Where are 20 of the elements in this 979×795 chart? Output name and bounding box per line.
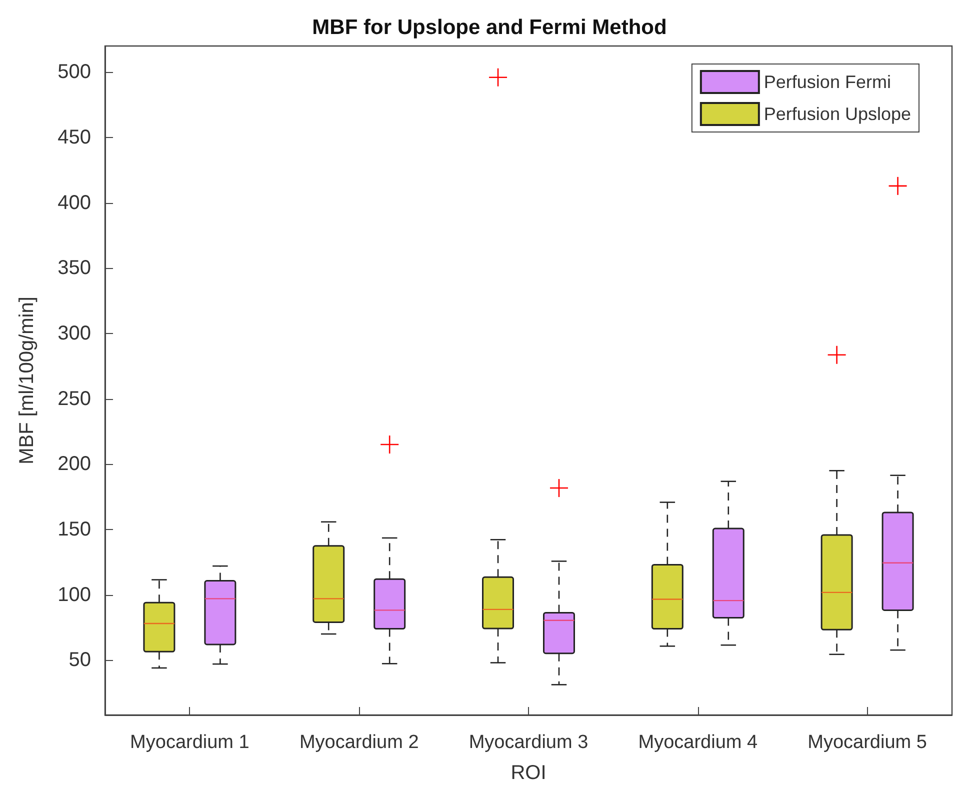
- chart-title: MBF for Upslope and Fermi Method: [312, 16, 667, 39]
- y-tick-label: 150: [58, 518, 91, 540]
- y-tick-label: 200: [58, 453, 91, 476]
- y-tick-label: 500: [58, 61, 91, 84]
- y-tick-label: 50: [68, 649, 91, 672]
- y-tick-label: 300: [58, 322, 91, 344]
- y-tick-label: 100: [58, 584, 91, 606]
- y-tick-label: 250: [58, 388, 91, 410]
- x-axis-title: ROI: [510, 762, 546, 784]
- x-tick-label: Myocardium 5: [808, 732, 927, 753]
- x-tick-label: Myocardium 1: [130, 732, 250, 753]
- legend-label: Perfusion Fermi: [764, 72, 891, 92]
- x-tick-label: Myocardium 4: [638, 732, 758, 753]
- y-tick-label: 350: [58, 257, 91, 280]
- legend-label: Perfusion Upslope: [764, 104, 912, 124]
- y-tick-label: 400: [58, 192, 91, 214]
- y-tick-label: 450: [58, 126, 91, 148]
- x-tick-label: Myocardium 2: [299, 732, 419, 753]
- y-axis-title: MBF [ml/100g/min]: [16, 296, 38, 464]
- x-tick-label: Myocardium 3: [468, 732, 588, 753]
